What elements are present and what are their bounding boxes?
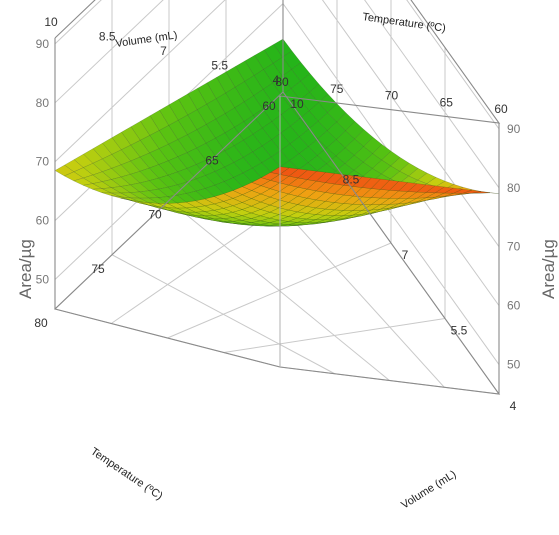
left-z-axis-title: Area/µg: [16, 239, 35, 299]
right-z-tick: 70: [507, 240, 521, 254]
top-temperature-tick: 75: [330, 82, 344, 96]
bottom-volume-tick: 8.5: [343, 173, 360, 187]
surface-patch: [306, 170, 327, 182]
surface-patch: [416, 184, 436, 193]
bottom-temperature-tick: 70: [148, 208, 162, 222]
z-gridline: [54, 0, 500, 248]
bottom-temperature-tick: 80: [34, 316, 48, 330]
bottom-volume-axis-title: Volume (mL): [399, 468, 458, 511]
surface-patch: [279, 167, 299, 177]
top-volume-tick: 5.5: [211, 59, 228, 73]
top-temperature-axis-title: Temperature (ºC): [362, 11, 447, 35]
surface-patch: [471, 191, 490, 194]
surface-patch: [388, 181, 409, 192]
right-z-tick: 50: [507, 358, 521, 372]
bottom-volume-tick: 10: [290, 97, 304, 111]
z-gridline: [54, 0, 500, 189]
bottom-temperature-tick: 60: [262, 99, 276, 113]
z-gridline: [54, 0, 500, 130]
surface-layer: [54, 38, 500, 227]
floor-gridline: [223, 318, 446, 353]
bottom-volume-tick: 5.5: [451, 324, 468, 338]
top-volume-tick: 7: [160, 44, 167, 58]
surface-patch: [443, 187, 464, 194]
right-z-axis-title: Area/µg: [539, 239, 558, 299]
top-temperature-tick: 65: [440, 95, 454, 109]
top-volume-tick: 8.5: [99, 30, 116, 44]
left-z-tick: 70: [36, 155, 50, 169]
bottom-temperature-tick: 75: [91, 262, 105, 276]
left-z-tick: 80: [36, 96, 50, 110]
bottom-volume-tick: 4: [510, 399, 517, 413]
floor-gridline: [167, 242, 392, 339]
surface-patch: [361, 177, 381, 189]
bottom-volume-tick: 7: [402, 248, 409, 262]
top-frame: [54, 0, 501, 124]
top-volume-tick: 4: [273, 73, 280, 87]
bottom-temperature-axis-title: Temperature (ºC): [88, 446, 164, 503]
right-z-tick: 90: [507, 122, 521, 136]
top-temperature-tick: 60: [494, 102, 508, 116]
top-volume-tick: 10: [44, 15, 58, 29]
right-z-tick: 80: [507, 181, 521, 195]
left-z-tick: 60: [36, 214, 50, 228]
bottom-temperature-tick: 65: [205, 153, 219, 167]
top-temperature-tick: 80: [275, 75, 289, 89]
left-z-tick: 90: [36, 37, 50, 51]
surface-patch: [407, 183, 427, 193]
surface-patch: [334, 174, 354, 186]
top-temperature-tick: 70: [385, 89, 399, 103]
frame-layer: [53, 0, 501, 395]
right-z-tick: 60: [507, 299, 521, 313]
left-z-tick: 50: [36, 273, 50, 287]
